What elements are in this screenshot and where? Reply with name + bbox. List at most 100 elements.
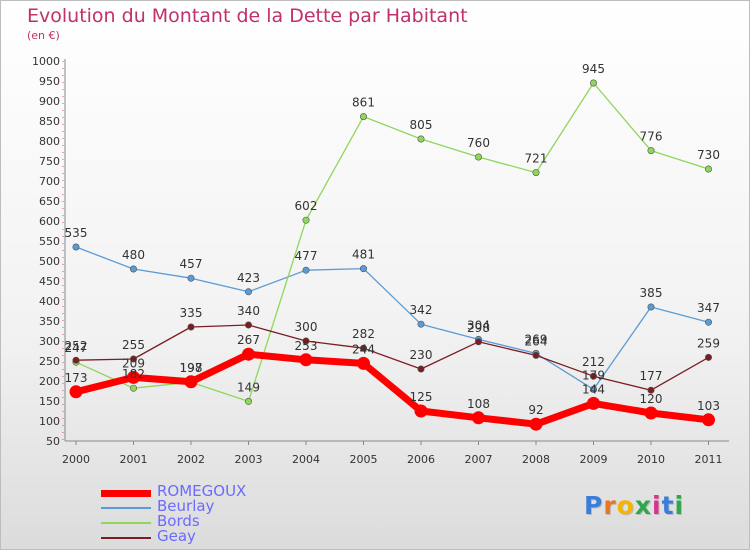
data-label-romegoux: 108 xyxy=(467,397,490,411)
data-point-romegoux xyxy=(702,413,715,427)
data-label-bords: 247 xyxy=(65,341,88,355)
legend-item-geay: Geay xyxy=(101,527,301,545)
data-point-geay xyxy=(359,344,367,352)
data-point-geay xyxy=(417,365,425,373)
data-label-romegoux: 173 xyxy=(65,371,88,385)
y-tick-label: 300 xyxy=(39,335,60,348)
data-point-geay xyxy=(302,337,310,345)
data-point-romegoux xyxy=(299,353,313,367)
data-point-bords xyxy=(532,169,540,177)
data-label-romegoux: 125 xyxy=(410,390,433,404)
data-point-bords xyxy=(589,79,597,87)
legend-item-beurlay: Beurlay xyxy=(101,497,301,515)
x-tick-label: 2007 xyxy=(465,453,493,466)
data-label-geay: 212 xyxy=(582,355,605,369)
data-point-bords xyxy=(130,384,138,392)
y-tick-label: 350 xyxy=(39,315,60,328)
data-point-romegoux xyxy=(69,385,83,399)
data-label-bords: 721 xyxy=(525,152,548,166)
legend-swatch xyxy=(101,537,151,539)
y-tick-label: 950 xyxy=(39,75,60,88)
data-label-geay: 300 xyxy=(295,320,318,334)
data-label-beurlay: 304 xyxy=(467,318,490,332)
data-label-romegoux: 253 xyxy=(295,339,318,353)
data-label-romegoux: 244 xyxy=(352,342,375,356)
data-point-geay xyxy=(245,321,253,329)
data-label-bords: 197 xyxy=(180,361,203,375)
x-tick-label: 2002 xyxy=(177,453,205,466)
chart-title: Evolution du Montant de la Dette par Hab… xyxy=(27,5,468,27)
data-label-geay: 259 xyxy=(697,336,720,350)
data-label-romegoux: 144 xyxy=(582,382,605,396)
data-point-bords xyxy=(245,397,253,405)
y-tick-label: 850 xyxy=(39,115,60,128)
data-point-romegoux xyxy=(414,404,428,418)
x-tick-label: 2010 xyxy=(637,453,665,466)
data-point-beurlay xyxy=(704,318,712,326)
data-label-romegoux: 209 xyxy=(122,356,145,370)
y-tick-label: 650 xyxy=(39,195,60,208)
data-label-bords: 182 xyxy=(122,367,145,381)
series-line-romegoux xyxy=(72,350,712,428)
legend-swatch xyxy=(101,489,151,497)
data-label-beurlay: 477 xyxy=(295,249,318,263)
data-label-romegoux: 92 xyxy=(528,403,543,417)
y-tick-label: 50 xyxy=(46,435,60,448)
y-tick-label: 250 xyxy=(39,355,60,368)
logo-letter: P xyxy=(584,491,604,520)
y-tick-label: 450 xyxy=(39,275,60,288)
data-point-romegoux xyxy=(472,411,485,425)
data-point-bords xyxy=(359,113,367,121)
data-point-geay xyxy=(589,372,597,380)
data-label-beurlay: 347 xyxy=(697,301,720,315)
x-tick-label: 2005 xyxy=(350,453,378,466)
series-line-geay xyxy=(75,324,710,391)
logo-letter: t xyxy=(661,491,675,520)
data-point-romegoux xyxy=(242,347,255,361)
data-label-geay: 255 xyxy=(122,338,145,352)
data-point-geay xyxy=(704,353,712,361)
data-label-geay: 230 xyxy=(410,348,433,362)
data-label-bords: 149 xyxy=(237,380,260,394)
legend-label: Geay xyxy=(157,527,196,545)
logo-letter: x xyxy=(634,491,652,520)
y-tick-label: 700 xyxy=(39,175,60,188)
data-label-beurlay: 385 xyxy=(640,286,663,300)
data-point-beurlay xyxy=(72,243,80,251)
data-label-beurlay: 179 xyxy=(582,368,605,382)
data-label-bords: 805 xyxy=(410,118,433,132)
data-point-beurlay xyxy=(359,265,367,273)
data-point-romegoux xyxy=(587,396,600,410)
data-point-beurlay xyxy=(245,288,253,296)
data-label-bords: 760 xyxy=(467,136,490,150)
data-label-bords: 945 xyxy=(582,62,605,76)
legend-label: Beurlay xyxy=(157,497,215,515)
x-tick-label: 2001 xyxy=(120,453,148,466)
data-point-beurlay xyxy=(589,385,597,393)
data-label-beurlay: 342 xyxy=(410,303,433,317)
series-line-beurlay xyxy=(75,246,710,391)
legend-label: ROMEGOUX xyxy=(157,482,247,500)
y-tick-label: 1000 xyxy=(32,55,60,68)
data-point-geay xyxy=(130,355,138,363)
logo-letter: r xyxy=(603,491,617,520)
x-tick-label: 2009 xyxy=(580,453,608,466)
data-label-beurlay: 269 xyxy=(525,332,548,346)
data-point-geay xyxy=(187,323,195,331)
y-tick-label: 900 xyxy=(39,95,60,108)
data-point-beurlay xyxy=(647,303,655,311)
y-tick-label: 400 xyxy=(39,295,60,308)
data-point-romegoux xyxy=(644,406,658,420)
data-label-geay: 264 xyxy=(525,334,548,348)
data-point-romegoux xyxy=(127,370,140,384)
data-label-beurlay: 535 xyxy=(65,226,88,240)
data-point-bords xyxy=(302,216,310,224)
data-point-romegoux xyxy=(529,417,543,431)
x-tick-label: 2011 xyxy=(695,453,723,466)
data-point-romegoux xyxy=(184,375,198,389)
data-point-bords xyxy=(647,147,655,155)
x-tick-label: 2004 xyxy=(292,453,320,466)
data-point-beurlay xyxy=(130,265,138,273)
